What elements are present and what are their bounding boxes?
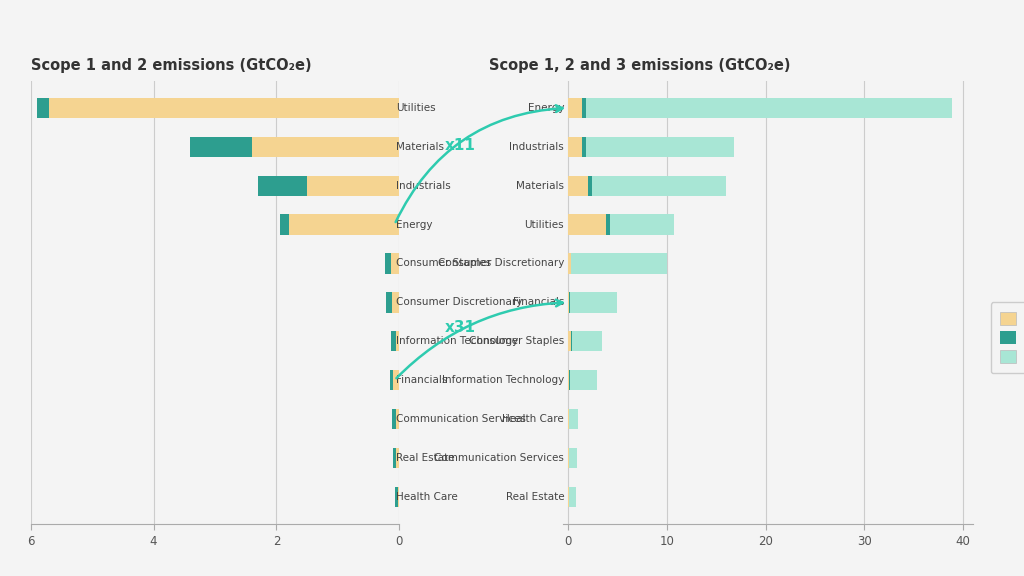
Bar	[568, 214, 605, 234]
Text: Information Technology: Information Technology	[442, 375, 564, 385]
Bar	[392, 292, 399, 313]
Bar	[289, 214, 399, 234]
Text: Financials: Financials	[396, 375, 447, 385]
Text: Real Estate: Real Estate	[396, 453, 455, 463]
Text: Consumer Discretionary: Consumer Discretionary	[396, 297, 522, 308]
Bar	[582, 98, 587, 118]
Text: x31: x31	[445, 320, 476, 335]
Bar	[569, 448, 577, 468]
Bar	[393, 448, 396, 468]
Text: Communication Services: Communication Services	[396, 414, 526, 424]
Text: Financials: Financials	[513, 297, 564, 308]
Bar	[390, 370, 393, 391]
Bar	[190, 137, 252, 157]
Text: Health Care: Health Care	[396, 492, 458, 502]
Text: x11: x11	[445, 138, 476, 153]
Text: Scope 1, 2 and 3 emissions (GtCO₂e): Scope 1, 2 and 3 emissions (GtCO₂e)	[489, 58, 791, 73]
Bar	[605, 214, 610, 234]
Bar	[49, 98, 399, 118]
Legend: Scope 1, Scope 2, Scope 3: Scope 1, Scope 2, Scope 3	[991, 302, 1024, 373]
Bar	[569, 292, 617, 313]
Bar	[571, 331, 602, 351]
Bar	[396, 448, 399, 468]
Bar	[385, 253, 391, 274]
Text: Materials: Materials	[516, 181, 564, 191]
Bar	[582, 137, 587, 157]
Bar	[386, 292, 392, 313]
Bar	[396, 409, 399, 429]
Text: Industrials: Industrials	[396, 181, 451, 191]
Bar	[569, 370, 597, 391]
Bar	[252, 137, 399, 157]
Bar	[569, 487, 577, 507]
Bar	[395, 487, 397, 507]
Bar	[391, 331, 396, 351]
Bar	[396, 331, 399, 351]
Text: Scope 1 and 2 emissions (GtCO₂e): Scope 1 and 2 emissions (GtCO₂e)	[31, 58, 311, 73]
Text: Utilities: Utilities	[524, 219, 564, 230]
Text: Health Care: Health Care	[503, 414, 564, 424]
Bar	[587, 137, 734, 157]
Bar	[610, 214, 674, 234]
Text: Consumer Staples: Consumer Staples	[396, 259, 492, 268]
Text: Consumer Discretionary: Consumer Discretionary	[438, 259, 564, 268]
Bar	[592, 176, 726, 196]
Bar	[588, 176, 592, 196]
Bar	[568, 137, 582, 157]
Bar	[568, 98, 582, 118]
Text: Energy: Energy	[527, 103, 564, 113]
Bar	[571, 253, 667, 274]
Bar	[392, 409, 396, 429]
Bar	[258, 176, 307, 196]
Text: Information Technology: Information Technology	[396, 336, 518, 346]
Bar	[393, 370, 399, 391]
Bar	[568, 292, 569, 313]
Bar	[568, 176, 588, 196]
Bar	[587, 98, 951, 118]
Text: Consumer Staples: Consumer Staples	[469, 336, 564, 346]
Text: Utilities: Utilities	[396, 103, 436, 113]
Text: Communication Services: Communication Services	[434, 453, 564, 463]
Bar	[307, 176, 399, 196]
Text: Materials: Materials	[396, 142, 444, 152]
Bar	[568, 331, 571, 351]
Bar	[37, 98, 49, 118]
Bar	[397, 487, 399, 507]
Bar	[391, 253, 399, 274]
Bar	[568, 370, 569, 391]
Text: Industrials: Industrials	[509, 142, 564, 152]
Bar	[280, 214, 289, 234]
Bar	[568, 253, 570, 274]
Text: Energy: Energy	[396, 219, 433, 230]
Text: Real Estate: Real Estate	[506, 492, 564, 502]
Bar	[569, 409, 579, 429]
